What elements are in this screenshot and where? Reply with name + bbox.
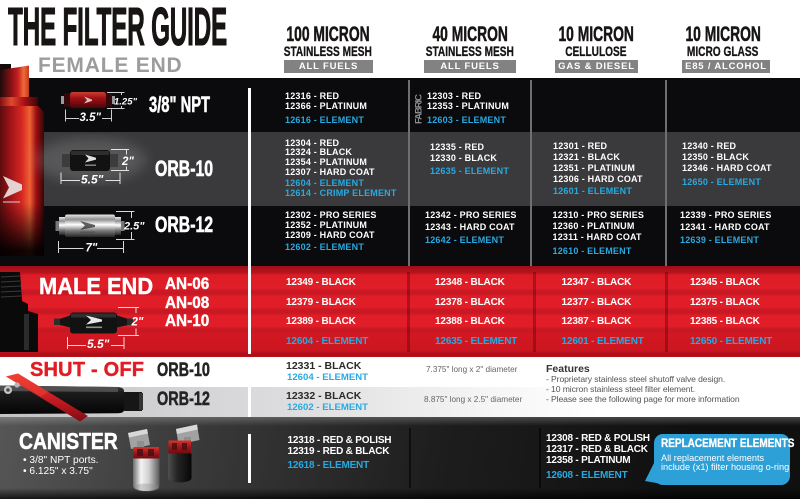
svg-text:7": 7"	[86, 243, 98, 255]
svg-text:FABRIC: FABRIC	[414, 94, 425, 124]
svg-text:2": 2"	[131, 317, 144, 329]
svg-text:5.5": 5.5"	[81, 173, 104, 187]
svg-text:2": 2"	[121, 156, 134, 168]
svg-text:1.25": 1.25"	[114, 97, 137, 108]
svg-text:3.5": 3.5"	[80, 112, 102, 124]
svg-text:2.5": 2.5"	[123, 221, 145, 233]
svg-text:5.5": 5.5"	[87, 337, 110, 351]
